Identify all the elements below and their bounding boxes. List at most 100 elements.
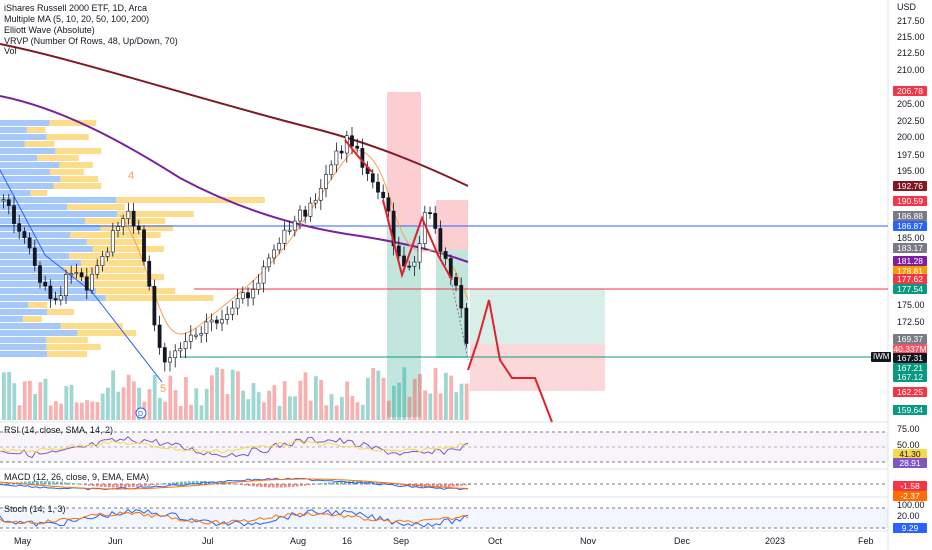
macd-hist-bar — [136, 484, 139, 487]
volume-bar — [345, 381, 349, 420]
candle-body — [240, 292, 245, 299]
volume-bar — [454, 392, 459, 420]
macd-hist-bar — [48, 481, 51, 485]
macd-hist-bar — [92, 484, 95, 487]
projection-path[interactable] — [467, 299, 553, 423]
profile-row-down — [28, 302, 48, 308]
candle-body — [459, 285, 464, 309]
macd-hist-bar — [148, 484, 151, 486]
volume-bar — [33, 394, 37, 420]
macd-hist-bar — [128, 484, 131, 488]
volume-bar — [324, 405, 329, 420]
rsi-ma-tag: 41.30 — [893, 449, 927, 459]
macd-hist-bar — [240, 484, 243, 486]
wave-drawing-mid[interactable] — [382, 199, 453, 281]
price-tag: 167.21 — [893, 363, 927, 373]
volume-bar — [329, 394, 334, 420]
macd-hist-bar — [308, 484, 311, 486]
price-tag: 167.31 — [893, 353, 927, 363]
candle-body — [235, 298, 240, 309]
rsi-value-tag: 28.91 — [893, 458, 927, 468]
indicator-vol[interactable]: Vol — [4, 46, 17, 56]
wave-label-4: 4 — [128, 170, 135, 182]
profile-row-down — [30, 190, 48, 196]
date-tick: Jun — [108, 536, 123, 546]
symbol-title[interactable]: iShares Russell 2000 ETF, 1D, Arca — [4, 3, 148, 13]
volume-bar — [444, 372, 448, 420]
price-candles — [1, 126, 469, 372]
volume-bar — [288, 396, 292, 420]
indicator-vrvp[interactable]: VRVP (Number Of Rows, 48, Up/Down, 70) — [4, 36, 178, 46]
macd-hist-bar — [64, 482, 67, 485]
candle-body — [386, 197, 391, 212]
candle-body — [292, 220, 297, 231]
profile-row-down — [81, 260, 145, 266]
candle-body — [22, 231, 27, 239]
macd-hist-bar — [248, 484, 251, 486]
macd-hist-bar — [152, 484, 155, 486]
profile-row-down — [100, 225, 174, 231]
dividend-marker-icon[interactable] — [135, 407, 147, 419]
volume-bar — [204, 388, 209, 420]
wave-drawing-top[interactable] — [344, 139, 373, 173]
profile-row-down — [88, 281, 150, 287]
profile-row-down — [92, 246, 164, 252]
volume-bars — [2, 367, 469, 420]
volume-bar — [220, 368, 225, 420]
profile-row-up — [0, 323, 61, 329]
macd-title[interactable]: MACD (12, 26, close, 9, EMA, EMA) — [4, 472, 150, 482]
macd-hist-bar — [244, 484, 247, 486]
volume-bar — [215, 367, 219, 420]
price-tag: 190.59 — [893, 196, 927, 206]
profile-row-up — [0, 337, 47, 343]
candle-body — [438, 228, 443, 252]
profile-row-up — [0, 232, 71, 238]
profile-row-down — [60, 323, 123, 329]
elliott-wave-line[interactable] — [0, 169, 163, 383]
volume-bar — [12, 383, 17, 420]
volume-bar — [449, 375, 453, 420]
candle-body — [272, 249, 276, 259]
candle-body — [79, 272, 84, 278]
volume-bar — [464, 383, 469, 420]
profile-row-up — [0, 127, 27, 133]
profile-row-down — [85, 218, 166, 224]
candle-body — [178, 348, 183, 352]
volume-bar — [355, 402, 360, 420]
volume-bar — [121, 387, 126, 420]
volume-bar — [371, 368, 375, 420]
stoch-title[interactable]: Stoch (14, 1, 3) — [4, 504, 66, 514]
candle-body — [402, 255, 406, 267]
macd-hist-bar — [116, 484, 119, 488]
indicator-elliott-wave[interactable]: Elliott Wave (Absolute) — [4, 25, 95, 35]
candle-body — [355, 145, 360, 149]
candle-body — [173, 350, 178, 358]
macd-hist-bar — [280, 484, 283, 488]
indicator-multiple-ma[interactable]: Multiple MA (5, 10, 20, 50, 100, 200) — [4, 14, 150, 24]
volume-bar — [360, 404, 365, 420]
candle-body — [152, 285, 157, 326]
candle-body — [329, 164, 334, 175]
profile-row-down — [59, 162, 93, 168]
date-tick: Oct — [488, 536, 503, 546]
volume-bar — [163, 401, 167, 420]
candle-body — [121, 218, 126, 227]
macd-hist-bar — [344, 481, 347, 485]
candle-body — [287, 229, 292, 232]
macd-signal-line — [0, 478, 469, 490]
price-tag: 167.12 — [893, 372, 927, 382]
candle-body — [157, 324, 162, 348]
profile-row-down — [24, 141, 55, 147]
macd-hist-bar — [8, 483, 11, 485]
price-tag: 178.81 — [893, 266, 927, 276]
price-tag: 206.78 — [893, 86, 927, 96]
rsi-title[interactable]: RSI (14, close, SMA, 14, 2) — [4, 425, 114, 435]
macd-hist-bar — [232, 483, 235, 485]
macd-hist-bar — [44, 481, 47, 485]
macd-hist-bar — [60, 481, 63, 485]
volume-bar — [350, 395, 355, 420]
macd-hist-bar — [100, 484, 103, 487]
profile-row-down — [53, 183, 102, 189]
profile-row-up — [0, 176, 61, 182]
